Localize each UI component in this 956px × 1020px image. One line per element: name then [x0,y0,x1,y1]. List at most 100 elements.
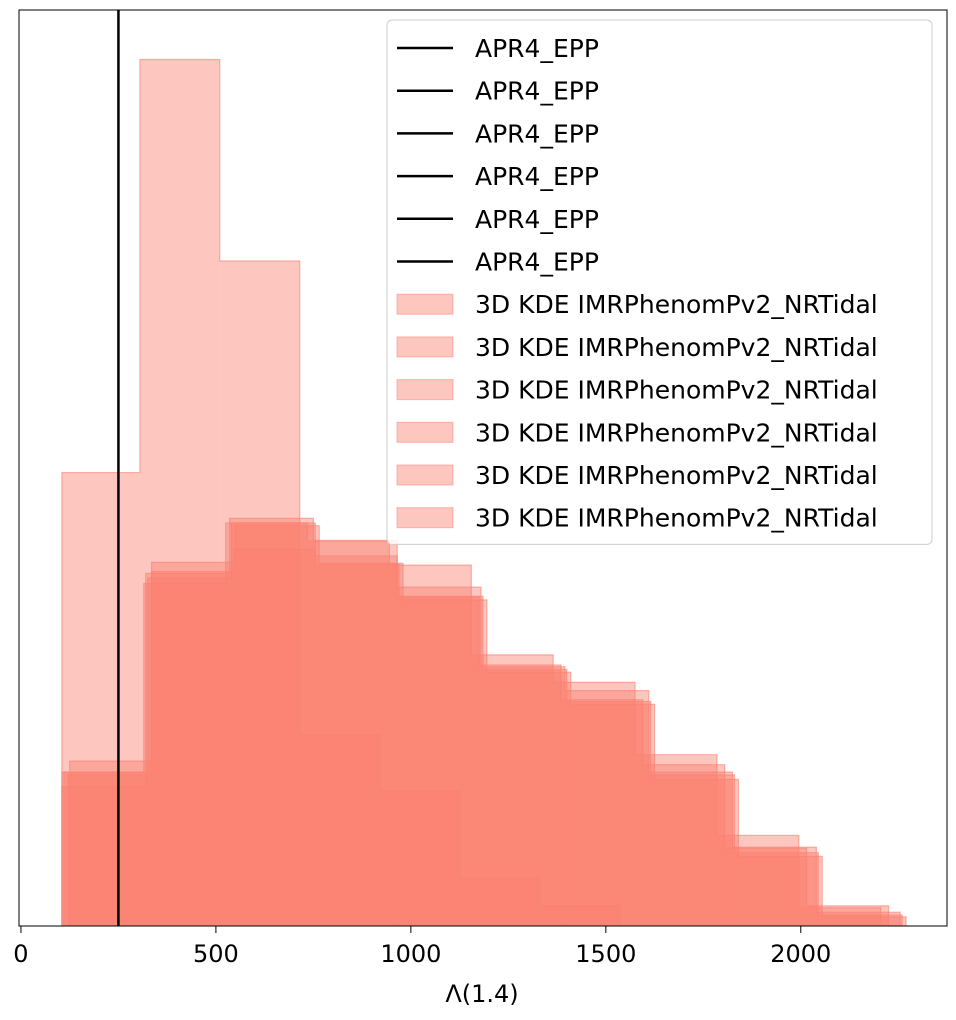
histogram-bar-s2-b8 [635,754,717,926]
histogram-bar-s3-b5 [397,587,482,926]
histogram-bar-s2-b1 [61,772,144,926]
histogram-bar-s6-b3 [233,549,316,926]
x-axis-ticks: 0 500 1000 1500 2000 [13,926,831,968]
legend-label: APR4_EPP [475,119,599,148]
histogram-bar-s6-b6 [479,664,561,926]
legend-entry-12: 3D KDE IMRPhenomPv2_NRTidal [396,504,878,533]
histogram-bar-s4-b2 [147,577,232,926]
histogram-bar-s1-b2 [139,59,220,927]
histogram-bar-s1-b4 [299,735,380,926]
histogram-bar-s5-b7 [570,704,655,926]
histogram-series-3 [61,517,901,926]
x-tick-label: 0 [13,940,28,968]
histogram-bar-s4-b9 [734,852,819,926]
histogram-bar-s4-b6 [483,669,567,926]
legend-label: APR4_EPP [475,162,599,191]
histogram-bar-s4-b8 [650,774,735,926]
histogram-series-6 [69,548,890,926]
legend-entry-4: APR4_EPP [397,162,599,191]
legend-label: 3D KDE IMRPhenomPv2_NRTidal [475,461,878,490]
histogram-bar-s3-b6 [481,666,565,926]
histogram-bar-s1-b5 [379,791,460,926]
histogram-bar-s6-b7 [560,699,643,926]
x-tick-label: 1500 [575,940,636,968]
x-tick-label: 500 [193,940,239,968]
legend-label: 3D KDE IMRPhenomPv2_NRTidal [475,504,878,533]
histogram-bar-s6-b10 [806,905,889,926]
histogram-bar-s2-b2 [143,583,226,926]
legend-label: APR4_EPP [475,248,599,277]
histogram-bar-s1-b1 [61,472,140,926]
legend-entry-5: APR4_EPP [397,205,599,234]
histogram-bar-s2-b6 [471,654,554,926]
legend-entry-3: APR4_EPP [397,119,599,148]
histogram-bar-s4-b10 [818,915,903,926]
histogram-bar-s3-b3 [229,518,314,926]
histogram-bar-s5-b5 [403,599,487,926]
histogram-bar-s3-b1 [61,786,146,926]
histogram-bar-s2-b3 [225,522,308,926]
legend: APR4_EPP APR4_EPP APR4_EPP APR4_EPP APR4_EPP… [386,19,933,545]
histogram-outline-s4 [63,522,903,926]
histogram-bar-s5-b2 [151,571,236,926]
histogram-bar-s1-b3 [219,260,300,926]
legend-label: 3D KDE IMRPhenomPv2_NRTidal [475,376,878,405]
legend-patch-swatch [396,464,454,486]
histogram-bar-s1-b7 [539,905,620,926]
legend-patch-swatch [396,421,454,443]
histogram-bar-s6-b4 [315,555,398,926]
legend-box [386,19,933,545]
histogram-bar-s4-b4 [315,564,400,926]
histogram-bar-s6-b5 [397,597,480,926]
histogram-bar-s3-b2 [145,573,230,926]
histogram-bar-s6-b1 [69,761,152,926]
legend-entry-6: APR4_EPP [397,248,599,277]
legend-label: 3D KDE IMRPhenomPv2_NRTidal [475,418,878,447]
legend-entry-10: 3D KDE IMRPhenomPv2_NRTidal [396,418,878,447]
histogram-series-2 [61,522,882,926]
x-axis-label: Λ(1.4) [445,980,518,1008]
histogram-bar-s6-b8 [642,764,725,926]
histogram-bar-s4-b1 [63,772,148,926]
legend-label: APR4_EPP [475,34,599,63]
histogram-outline-s3 [61,517,901,926]
legend-label: 3D KDE IMRPhenomPv2_NRTidal [475,333,878,362]
legend-entry-11: 3D KDE IMRPhenomPv2_NRTidal [396,461,878,490]
x-tick-label: 1000 [380,940,441,968]
legend-entry-2: APR4_EPP [397,77,599,106]
histogram-bar-s5-b6 [486,672,571,926]
histogram-bar-s6-b2 [151,562,234,926]
legend-label: 3D KDE IMRPhenomPv2_NRTidal [475,290,878,319]
histogram-bar-s5-b4 [319,563,404,926]
histogram-bar-s3-b4 [313,540,398,926]
histogram-outline-s1 [61,58,621,926]
histogram-bar-s6-b9 [724,848,807,926]
histogram-bar-s5-b10 [822,916,907,926]
histogram-bar-s3-b8 [648,772,733,926]
histogram-bar-s4-b7 [566,701,651,926]
legend-label: APR4_EPP [475,77,599,106]
histogram-outline-s2 [61,522,882,926]
histogram-bar-s2-b4 [307,541,390,926]
histogram-bar-s3-b10 [816,912,901,926]
histogram-bar-s3-b7 [564,690,649,926]
legend-patch-swatch [396,379,454,401]
histogram-bar-s4-b3 [231,522,316,926]
histogram-bar-s5-b9 [738,856,823,926]
histogram-bar-s2-b5 [389,565,472,926]
legend-patch-swatch [396,336,454,358]
histogram-bar-s1-b6 [459,878,540,926]
histogram-series-5 [67,525,907,926]
legend-entry-7: 3D KDE IMRPhenomPv2_NRTidal [396,290,878,319]
histogram-layer [61,58,907,927]
histogram-outline-s5 [67,525,907,926]
histogram-series-4 [63,522,903,926]
legend-entry-1: APR4_EPP [397,34,599,63]
histogram-series-1 [61,58,621,927]
legend-entry-8: 3D KDE IMRPhenomPv2_NRTidal [396,333,878,362]
histogram-bar-s3-b9 [732,847,817,926]
legend-label: APR4_EPP [475,205,599,234]
legend-patch-swatch [396,293,454,315]
